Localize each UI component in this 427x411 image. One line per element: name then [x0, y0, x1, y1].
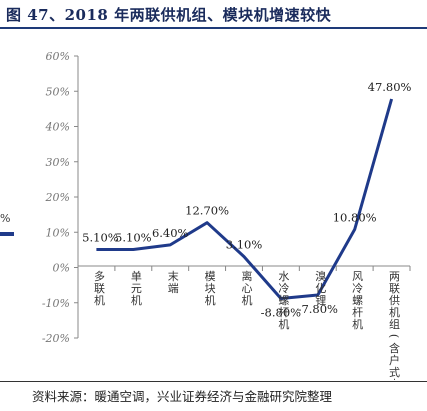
data-label: 12.70% — [185, 204, 229, 218]
svg-text:机: 机 — [352, 317, 363, 331]
x-category-label: 多联机 — [94, 269, 105, 307]
source-rule — [0, 381, 427, 382]
series-line — [96, 98, 394, 300]
y-tick-label: 20% — [45, 191, 70, 204]
svg-text:组: 组 — [389, 317, 400, 331]
svg-text:含: 含 — [389, 341, 400, 355]
data-label: 6.40% — [152, 226, 189, 240]
svg-text:水: 水 — [389, 378, 400, 380]
svg-text:冷: 冷 — [352, 282, 363, 295]
y-tick-label: 10% — [46, 226, 70, 239]
x-category-label: 离心机 — [242, 269, 253, 307]
svg-text:联: 联 — [94, 282, 105, 295]
y-tick-label: 0% — [53, 262, 70, 275]
svg-text:机: 机 — [205, 293, 216, 307]
y-tick-label: 60% — [46, 50, 70, 63]
svg-text:机: 机 — [131, 293, 142, 307]
svg-text:离: 离 — [242, 269, 253, 283]
svg-text:机: 机 — [94, 293, 105, 307]
data-label: -8.80% — [261, 306, 301, 320]
svg-text:(: ( — [388, 334, 401, 338]
y-tick-label: -10% — [42, 297, 70, 310]
svg-text:联: 联 — [389, 282, 400, 295]
svg-text:机: 机 — [242, 293, 253, 307]
data-label: 47.80% — [368, 80, 412, 94]
y-tick-label: 30% — [46, 156, 70, 169]
svg-text:机: 机 — [278, 317, 289, 331]
svg-text:螺: 螺 — [278, 294, 289, 307]
y-tick-label: -20% — [42, 332, 70, 345]
y-tick-label: 50% — [46, 85, 70, 98]
figure-title: 图 47、2018 年两联供机组、模块机增速较快 — [6, 6, 332, 24]
svg-text:供: 供 — [389, 293, 400, 307]
data-label: -7.80% — [298, 302, 338, 316]
line-chart: -20%-10%0%10%20%30%40%50%60% 5.10%5.10% 6… — [42, 50, 412, 380]
svg-text:螺: 螺 — [352, 294, 363, 307]
svg-text:两: 两 — [389, 270, 400, 283]
svg-text:冷: 冷 — [278, 282, 289, 295]
legend-swatch — [0, 232, 14, 236]
svg-text:单: 单 — [131, 270, 142, 283]
x-category-label: 单元机 — [131, 270, 142, 307]
x-category-label: 模块机 — [205, 270, 216, 307]
svg-text:风: 风 — [352, 270, 363, 283]
svg-text:水: 水 — [278, 270, 289, 283]
legend-fragment: % — [0, 212, 11, 225]
svg-text:心: 心 — [242, 282, 253, 295]
svg-text:式: 式 — [389, 366, 400, 379]
svg-text:化: 化 — [315, 281, 326, 295]
data-label: 5.10% — [82, 231, 119, 245]
data-label: 3.10% — [226, 238, 263, 252]
svg-text:块: 块 — [205, 282, 216, 295]
svg-text:杆: 杆 — [352, 305, 363, 319]
data-label: 5.10% — [115, 231, 152, 245]
svg-text:端: 端 — [168, 282, 179, 295]
title-rule — [0, 27, 427, 29]
source-note: 资料来源：暖通空调，兴业证券经济与金融研究院整理 — [32, 389, 333, 404]
svg-text:多: 多 — [94, 269, 105, 283]
svg-text:杆: 杆 — [278, 305, 289, 319]
y-tick-label: 40% — [45, 121, 70, 134]
svg-text:元: 元 — [131, 282, 142, 295]
data-label: 10.80% — [333, 210, 377, 224]
svg-text:锂: 锂 — [315, 293, 326, 307]
svg-text:机: 机 — [389, 305, 400, 319]
svg-text:户: 户 — [389, 353, 400, 367]
x-category-label: 溴化锂 — [315, 269, 326, 307]
svg-text:模: 模 — [205, 270, 216, 283]
x-category-label: 末端 — [168, 269, 179, 295]
svg-text:末: 末 — [168, 269, 179, 283]
x-category-label: 两联供机组(含户式水机) — [388, 270, 401, 380]
svg-text:溴: 溴 — [315, 269, 326, 283]
